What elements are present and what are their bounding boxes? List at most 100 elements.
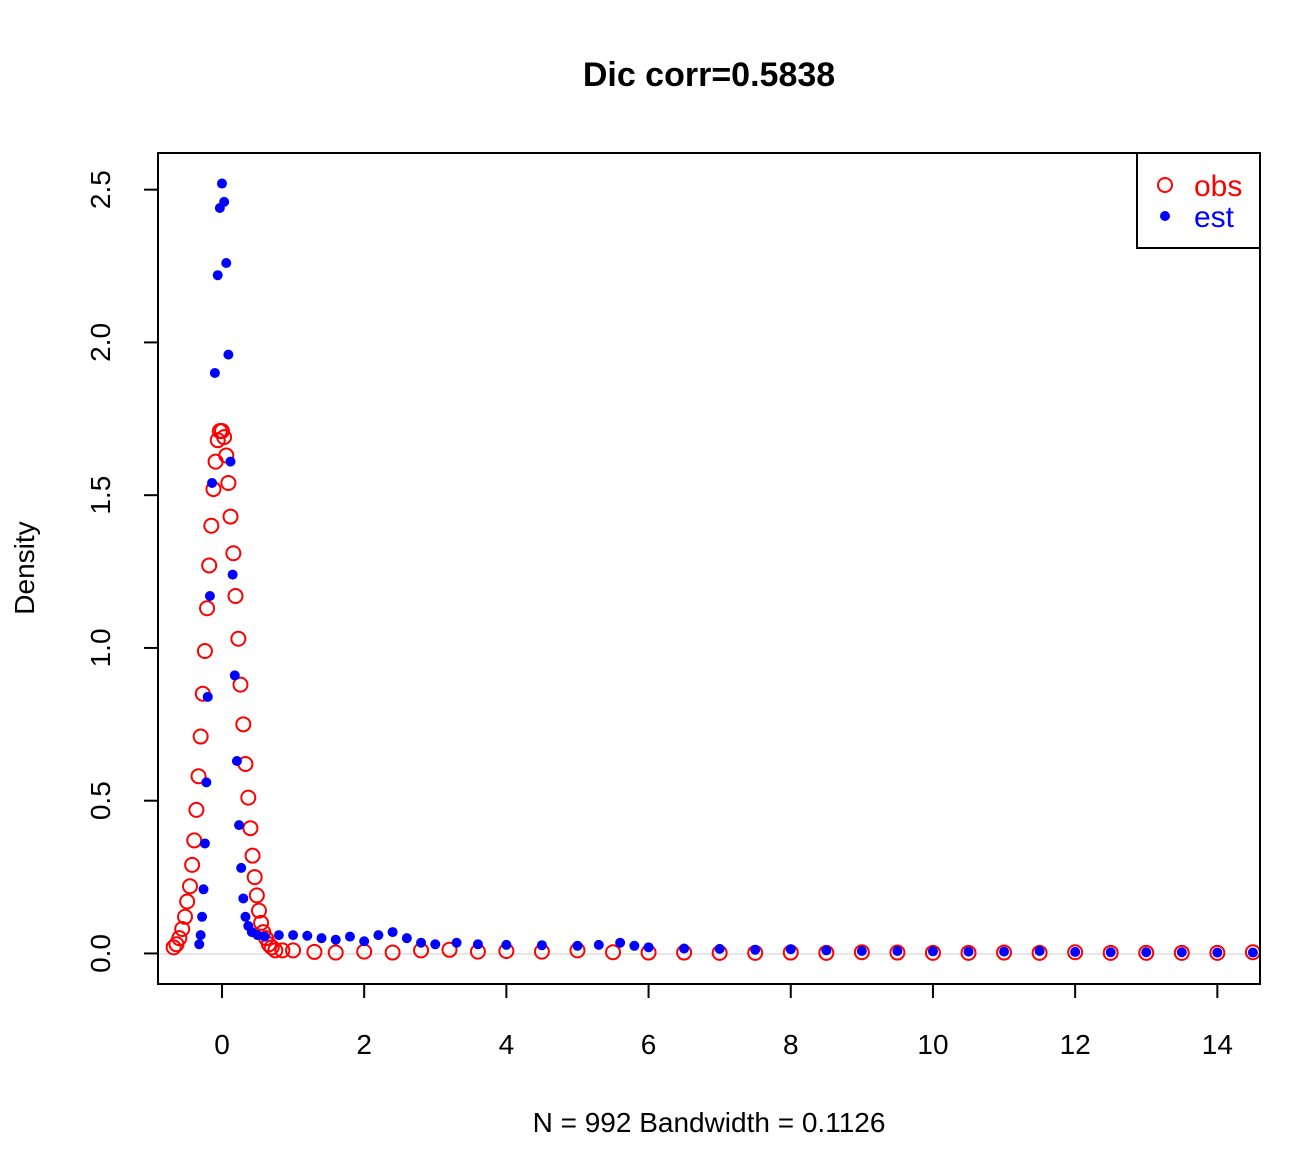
obs-point bbox=[177, 908, 194, 925]
est-point bbox=[643, 942, 654, 953]
obs-point bbox=[188, 801, 205, 818]
obs-point bbox=[248, 887, 265, 904]
obs-point bbox=[186, 832, 203, 849]
obs-point bbox=[1209, 944, 1226, 961]
obs-point bbox=[174, 921, 191, 938]
obs-point bbox=[250, 902, 267, 919]
y-tick-label: 1.5 bbox=[85, 476, 116, 515]
y-tick-label: 2.5 bbox=[85, 170, 116, 209]
obs-point bbox=[242, 820, 259, 837]
obs-point bbox=[1173, 944, 1190, 961]
est-point bbox=[219, 196, 230, 207]
obs-point bbox=[1138, 944, 1155, 961]
x-axis-title: N = 992 Bandwidth = 0.1126 bbox=[533, 1107, 886, 1138]
plot-frame bbox=[157, 152, 1261, 985]
est-point bbox=[344, 931, 355, 942]
obs-point bbox=[171, 930, 188, 947]
est-point bbox=[240, 911, 251, 922]
est-point bbox=[1247, 947, 1258, 958]
est-point bbox=[1141, 947, 1152, 958]
est-point bbox=[229, 670, 240, 681]
est-point bbox=[204, 590, 215, 601]
est-point bbox=[227, 569, 238, 580]
legend-box bbox=[1136, 152, 1261, 249]
est-point bbox=[750, 944, 761, 955]
x-tick-label: 10 bbox=[917, 1029, 948, 1060]
est-series bbox=[194, 178, 1258, 958]
est-point bbox=[451, 937, 462, 948]
obs-point bbox=[263, 939, 280, 956]
obs-point bbox=[306, 943, 323, 960]
obs-point bbox=[327, 944, 344, 961]
est-point bbox=[856, 946, 867, 957]
obs-point bbox=[246, 869, 263, 886]
obs-point bbox=[220, 474, 237, 491]
est-point bbox=[501, 939, 512, 950]
est-point bbox=[536, 940, 547, 951]
est-point bbox=[234, 820, 245, 831]
est-point bbox=[373, 930, 384, 941]
obs-point bbox=[227, 587, 244, 604]
x-tick-label: 2 bbox=[356, 1029, 372, 1060]
est-point bbox=[273, 930, 284, 941]
est-point bbox=[195, 930, 206, 941]
est-point bbox=[288, 930, 299, 941]
legend-obs-marker bbox=[1157, 177, 1173, 193]
obs-point bbox=[996, 944, 1013, 961]
obs-point bbox=[192, 728, 209, 745]
est-point bbox=[225, 456, 236, 467]
est-point bbox=[359, 936, 370, 947]
obs-point bbox=[216, 429, 233, 446]
est-point bbox=[236, 862, 247, 873]
y-tick-label: 0.5 bbox=[85, 781, 116, 820]
obs-series bbox=[165, 423, 1261, 961]
x-tick-label: 4 bbox=[499, 1029, 515, 1060]
est-point bbox=[330, 934, 341, 945]
obs-point bbox=[184, 856, 201, 873]
obs-point bbox=[441, 941, 458, 958]
est-point bbox=[892, 946, 903, 957]
est-point bbox=[1176, 947, 1187, 958]
obs-point bbox=[179, 893, 196, 910]
obs-point bbox=[356, 943, 373, 960]
y-axis: 0.0 0.5 1.0 1.5 2.0 2.5 bbox=[85, 170, 159, 973]
est-point bbox=[223, 349, 234, 360]
est-point bbox=[198, 884, 209, 895]
x-tick-label: 6 bbox=[641, 1029, 657, 1060]
est-point bbox=[593, 939, 604, 950]
est-point bbox=[202, 691, 213, 702]
obs-point bbox=[225, 545, 242, 562]
x-tick-label: 12 bbox=[1060, 1029, 1091, 1060]
obs-point bbox=[203, 517, 220, 534]
legend: obs est bbox=[1136, 152, 1261, 249]
y-tick-label: 1.0 bbox=[85, 628, 116, 667]
obs-point bbox=[605, 944, 622, 961]
est-point bbox=[212, 270, 223, 281]
est-point bbox=[199, 838, 210, 849]
x-tick-label: 0 bbox=[214, 1029, 230, 1060]
est-point bbox=[821, 945, 832, 956]
est-point bbox=[416, 937, 427, 948]
est-point bbox=[572, 940, 583, 951]
est-point bbox=[1070, 946, 1081, 957]
obs-point bbox=[1067, 944, 1084, 961]
est-point bbox=[302, 930, 313, 941]
x-tick-label: 8 bbox=[783, 1029, 799, 1060]
est-point bbox=[927, 946, 938, 957]
chart-title: Dic corr=0.5838 bbox=[583, 56, 835, 94]
est-point bbox=[221, 257, 232, 268]
est-point bbox=[216, 178, 227, 189]
x-axis: 0 2 4 6 8 10 12 14 bbox=[214, 983, 1233, 1060]
est-point bbox=[1105, 947, 1116, 958]
est-point bbox=[1034, 946, 1045, 957]
obs-point bbox=[199, 600, 216, 617]
est-point bbox=[238, 893, 249, 904]
obs-point bbox=[253, 914, 270, 931]
est-point bbox=[316, 933, 327, 944]
legend-obs-label: obs bbox=[1194, 170, 1242, 203]
est-point bbox=[629, 940, 640, 951]
obs-point bbox=[230, 630, 247, 647]
x-tick-label: 14 bbox=[1202, 1029, 1233, 1060]
obs-point bbox=[232, 676, 249, 693]
